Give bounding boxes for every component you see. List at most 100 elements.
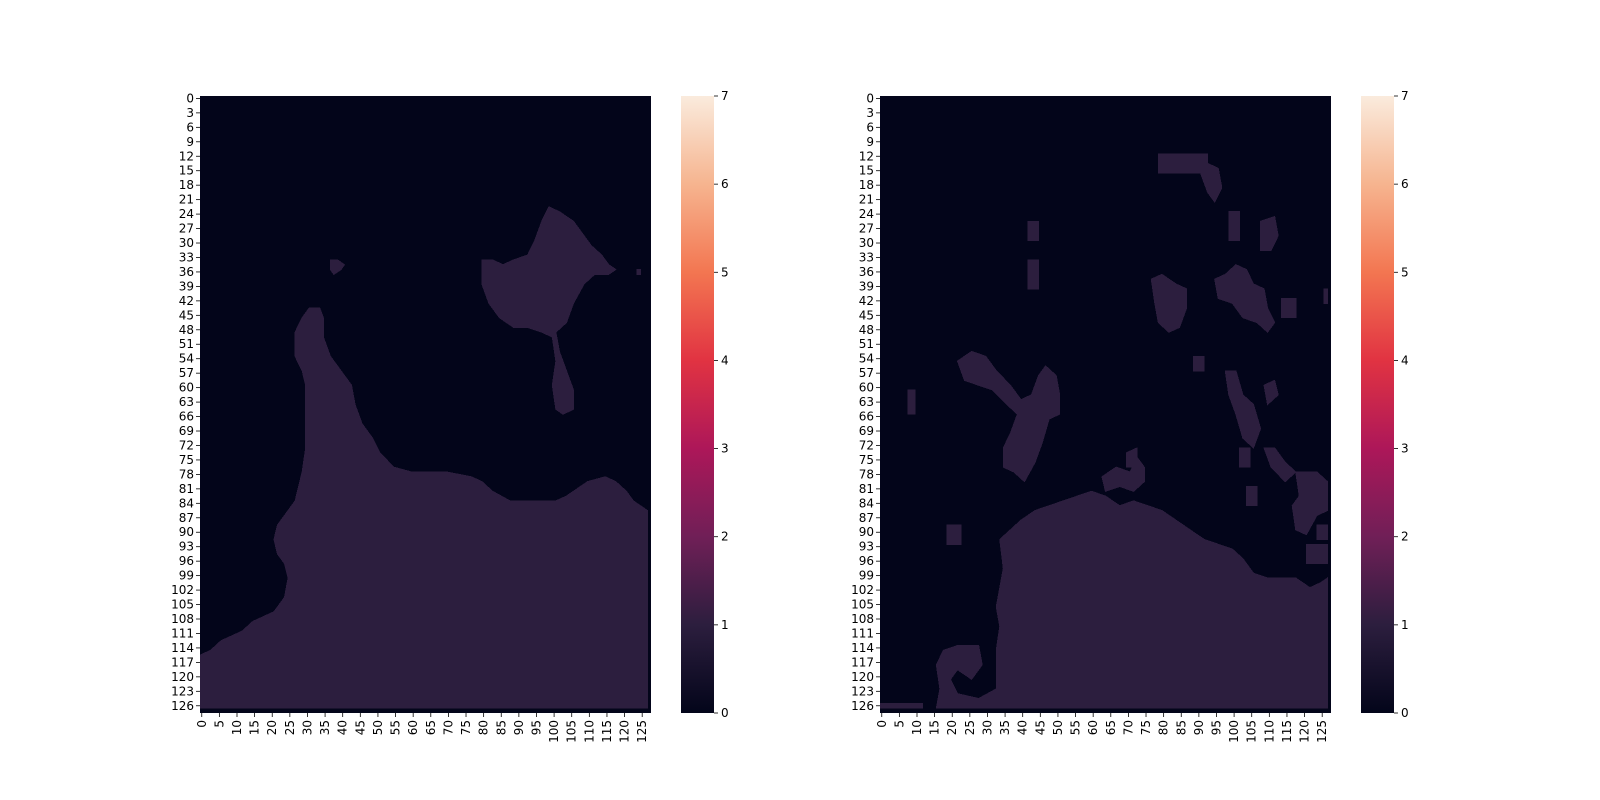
x-tick-label: 95 — [1209, 720, 1223, 735]
x-tick-label: 125 — [1315, 720, 1329, 743]
heatmap-region-value-1 — [956, 350, 1061, 483]
x-tick-label: 85 — [1174, 720, 1188, 735]
heatmap-region-value-1 — [907, 389, 916, 415]
heatmap-region-value-1 — [481, 206, 617, 415]
x-tick-label: 35 — [998, 720, 1012, 735]
heatmap-region-value-1 — [1101, 456, 1145, 492]
y-tick-label: 93 — [179, 540, 194, 554]
y-tick-label: 120 — [171, 670, 194, 684]
heatmap-region-value-1 — [200, 307, 648, 709]
heatmap-region-value-1 — [1305, 543, 1328, 565]
x-tick-label: 30 — [980, 720, 994, 735]
y-tick-label: 96 — [859, 554, 874, 568]
y-tick-label: 99 — [859, 569, 874, 583]
y-tick-label: 18 — [859, 178, 874, 192]
colorbar-tick-label: 4 — [721, 353, 729, 367]
y-tick-label: 87 — [179, 511, 194, 525]
x-tick-label: 20 — [945, 720, 959, 735]
x-tick-label: 15 — [248, 720, 262, 735]
x-tick-label: 100 — [1227, 720, 1241, 743]
heatmap-region-value-1 — [329, 259, 346, 276]
y-tick-label: 0 — [186, 91, 194, 105]
y-tick-label: 12 — [859, 149, 874, 163]
y-tick-label: 27 — [859, 222, 874, 236]
y-tick-label: 12 — [179, 149, 194, 163]
y-tick-label: 6 — [866, 120, 874, 134]
y-tick-label: 9 — [186, 135, 194, 149]
heatmap-region-value-1 — [1260, 215, 1279, 251]
y-tick-label: 36 — [859, 265, 874, 279]
x-tick-label: 65 — [424, 720, 438, 735]
y-tick-label: 39 — [179, 279, 194, 293]
y-tick-label: 60 — [179, 381, 194, 395]
x-tick-label: 115 — [600, 720, 614, 743]
colorbar-tick-label: 3 — [1401, 442, 1409, 456]
y-tick-label: 120 — [851, 670, 874, 684]
heatmap-regions — [200, 206, 648, 709]
y-tick-label: 108 — [851, 612, 874, 626]
x-tick-label: 25 — [963, 720, 977, 735]
y-tick-label: 72 — [179, 438, 194, 452]
heatmap-region-value-1 — [1263, 379, 1279, 406]
y-tick-label: 3 — [866, 106, 874, 120]
x-tick-label: 65 — [1104, 720, 1118, 735]
heatmap-region-value-1 — [1224, 370, 1262, 449]
y-tick-label: 27 — [179, 222, 194, 236]
y-tick-label: 63 — [859, 395, 874, 409]
x-tick-label: 125 — [635, 720, 649, 743]
y-tick-label: 18 — [179, 178, 194, 192]
x-tick-label: 70 — [1121, 720, 1135, 735]
x-tick-label: 100 — [547, 720, 561, 743]
y-tick-label: 15 — [859, 164, 874, 178]
x-tick-label: 0 — [875, 720, 889, 728]
y-tick-label: 105 — [171, 598, 194, 612]
y-tick-label: 93 — [859, 540, 874, 554]
heatmap-region-value-1 — [636, 269, 641, 275]
y-tick-label: 45 — [859, 308, 874, 322]
y-tick-label: 114 — [171, 641, 194, 655]
x-tick-label: 10 — [230, 720, 244, 735]
heatmap-region-value-1 — [1323, 288, 1328, 304]
heatmap-region-value-1 — [1316, 524, 1328, 540]
y-tick-label: 36 — [179, 265, 194, 279]
heatmap-region-value-1 — [1281, 297, 1297, 319]
y-tick-label: 63 — [179, 395, 194, 409]
heatmap-region-value-1 — [1157, 153, 1223, 204]
y-tick-label: 42 — [859, 294, 874, 308]
y-tick-label: 51 — [859, 337, 874, 351]
x-tick-label: 40 — [1016, 720, 1030, 735]
x-tick-label: 60 — [1086, 720, 1100, 735]
colorbar — [681, 96, 714, 713]
x-tick-label: 0 — [195, 720, 209, 728]
heatmap-region-value-1 — [880, 702, 923, 709]
colorbar-tick-label: 4 — [1401, 353, 1409, 367]
y-tick-label: 75 — [859, 453, 874, 467]
x-tick-label: 105 — [1245, 720, 1259, 743]
y-tick-label: 57 — [179, 366, 194, 380]
y-tick-label: 24 — [859, 207, 874, 221]
y-tick-label: 102 — [851, 583, 874, 597]
y-tick-label: 48 — [179, 323, 194, 337]
y-tick-label: 90 — [179, 525, 194, 539]
y-tick-label: 75 — [179, 453, 194, 467]
y-tick-label: 42 — [179, 294, 194, 308]
x-tick-label: 115 — [1280, 720, 1294, 743]
x-tick-label: 55 — [389, 720, 403, 735]
x-tick-label: 55 — [1069, 720, 1083, 735]
x-tick-label: 90 — [512, 720, 526, 735]
heatmap-region-value-1 — [1126, 693, 1135, 704]
x-tick-label: 50 — [1051, 720, 1065, 735]
heatmap-regions — [880, 153, 1328, 709]
y-tick-label: 45 — [179, 308, 194, 322]
x-tick-label: 120 — [1298, 720, 1312, 743]
y-tick-label: 60 — [859, 381, 874, 395]
y-tick-label: 87 — [859, 511, 874, 525]
y-tick-label: 30 — [179, 236, 194, 250]
x-tick-label: 80 — [477, 720, 491, 735]
y-tick-label: 54 — [179, 352, 194, 366]
x-tick-label: 5 — [212, 720, 226, 728]
x-tick-label: 60 — [406, 720, 420, 735]
y-tick-label: 81 — [179, 482, 194, 496]
colorbar-tick-label: 6 — [721, 177, 729, 191]
